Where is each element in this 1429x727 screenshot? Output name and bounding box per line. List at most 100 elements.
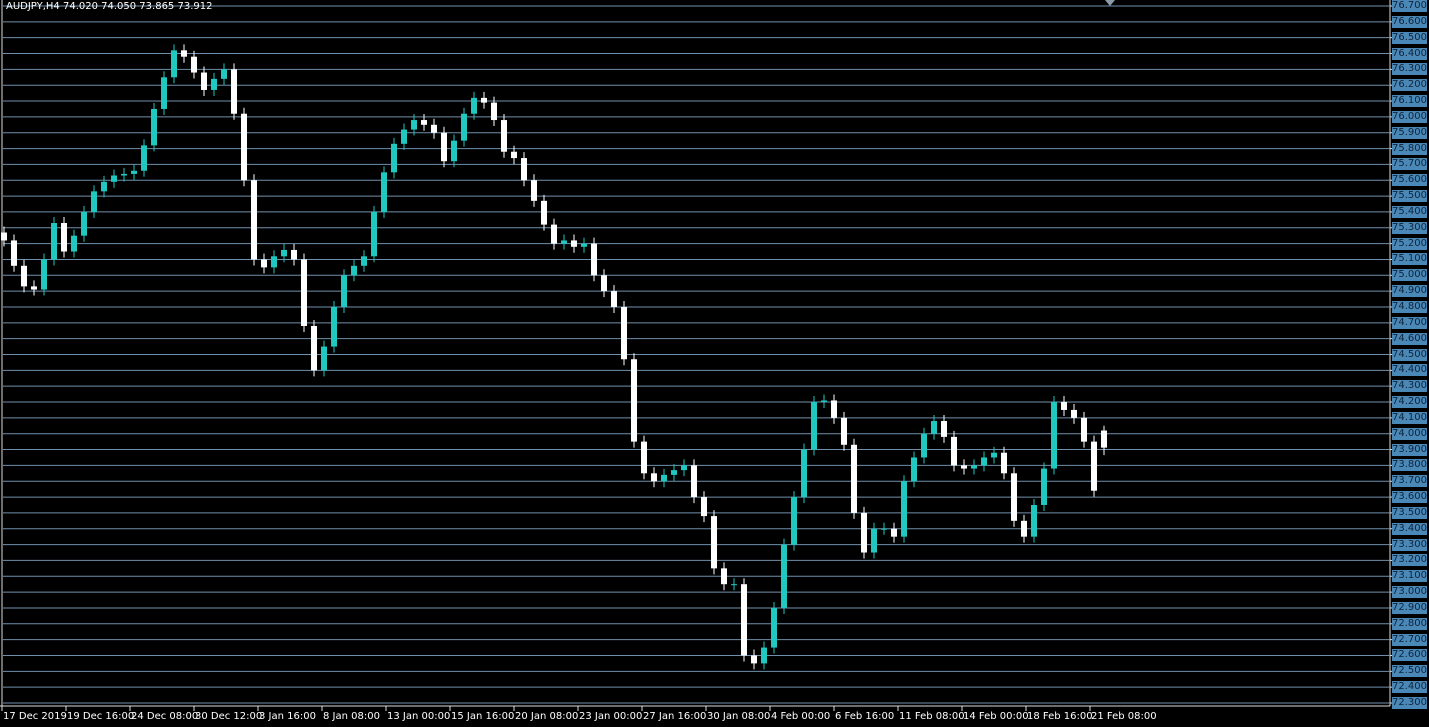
candle-bear bbox=[431, 124, 437, 133]
time-label: 11 Feb 08:00 bbox=[899, 711, 965, 722]
candle-bear bbox=[31, 286, 37, 290]
candle-bull bbox=[971, 465, 977, 469]
candle-bull bbox=[821, 400, 827, 403]
price-label: 74.500 bbox=[1392, 348, 1427, 361]
candle-bear bbox=[511, 151, 517, 159]
candle-bull bbox=[791, 497, 797, 545]
candle-bull bbox=[411, 120, 417, 130]
price-label: 73.800 bbox=[1392, 459, 1427, 472]
price-label: 73.000 bbox=[1392, 586, 1427, 599]
price-label: 72.300 bbox=[1392, 697, 1427, 709]
candle-bear bbox=[961, 465, 967, 469]
candle-bear bbox=[851, 444, 857, 513]
price-label: 75.300 bbox=[1392, 221, 1427, 234]
candle-bull bbox=[461, 113, 467, 141]
candle-bull bbox=[101, 181, 107, 192]
price-label: 76.600 bbox=[1392, 15, 1427, 28]
candle-bear bbox=[831, 400, 837, 418]
candle-bear bbox=[571, 240, 577, 247]
candle-bear bbox=[541, 200, 547, 225]
candle-bull bbox=[81, 211, 87, 236]
time-label: 13 Jan 00:00 bbox=[387, 711, 451, 722]
candle-bear bbox=[251, 180, 257, 260]
price-label: 72.700 bbox=[1392, 633, 1427, 646]
candle-bear bbox=[741, 584, 747, 656]
time-label: 30 Dec 12:00 bbox=[195, 711, 263, 722]
price-label: 73.300 bbox=[1392, 538, 1427, 551]
price-label: 73.700 bbox=[1392, 475, 1427, 488]
candle-bull bbox=[1051, 402, 1057, 469]
candle-bear bbox=[231, 69, 237, 114]
candle-bull bbox=[661, 474, 667, 482]
price-label: 74.900 bbox=[1392, 285, 1427, 298]
candle-bull bbox=[131, 170, 137, 174]
candle-bull bbox=[771, 607, 777, 648]
candle-bull bbox=[781, 544, 787, 608]
price-label: 72.800 bbox=[1392, 617, 1427, 630]
candle-bear bbox=[591, 243, 597, 276]
price-label: 74.200 bbox=[1392, 396, 1427, 409]
candle-bear bbox=[621, 306, 627, 360]
candle-bull bbox=[1041, 468, 1047, 505]
candle-bull bbox=[581, 243, 587, 247]
candle-bull bbox=[681, 465, 687, 471]
candle-bull bbox=[401, 129, 407, 144]
time-label: 19 Dec 16:00 bbox=[67, 711, 135, 722]
candle-bull bbox=[1031, 504, 1037, 537]
price-label: 76.500 bbox=[1392, 31, 1427, 44]
candle-bull bbox=[391, 143, 397, 173]
candle-bull bbox=[731, 584, 737, 586]
price-label: 73.200 bbox=[1392, 554, 1427, 567]
price-label: 72.500 bbox=[1392, 665, 1427, 678]
time-label: 15 Jan 16:00 bbox=[451, 711, 515, 722]
candle-bear bbox=[861, 512, 867, 553]
candle-bear bbox=[721, 568, 727, 585]
candle-bear bbox=[61, 223, 67, 252]
price-label: 75.100 bbox=[1392, 253, 1427, 266]
candle-bear bbox=[1061, 402, 1067, 410]
candle-bear bbox=[261, 259, 267, 268]
price-label: 75.700 bbox=[1392, 158, 1427, 171]
candle-bull bbox=[911, 457, 917, 482]
candle-bull bbox=[381, 172, 387, 212]
candle-bear bbox=[611, 291, 617, 307]
candle-bear bbox=[241, 113, 247, 181]
candle-bull bbox=[371, 211, 377, 257]
time-label: 27 Jan 16:00 bbox=[643, 711, 707, 722]
price-label: 73.600 bbox=[1392, 491, 1427, 504]
candle-bull bbox=[171, 50, 177, 78]
candle-bull bbox=[141, 145, 147, 171]
candle-bull bbox=[111, 175, 117, 182]
price-label: 75.800 bbox=[1392, 142, 1427, 155]
candle-bear bbox=[11, 240, 17, 266]
price-label: 75.900 bbox=[1392, 126, 1427, 139]
candle-bear bbox=[521, 158, 527, 181]
candle-bull bbox=[981, 457, 987, 466]
candle-bull bbox=[211, 78, 217, 90]
time-label: 8 Jan 08:00 bbox=[323, 711, 380, 722]
candle-bull bbox=[221, 69, 227, 79]
candle-bear bbox=[491, 102, 497, 121]
price-label: 72.400 bbox=[1392, 681, 1427, 694]
candle-bear bbox=[1, 232, 7, 241]
candle-bull bbox=[931, 421, 937, 434]
candle-bull bbox=[51, 223, 57, 260]
candle-bull bbox=[41, 259, 47, 290]
price-label: 73.400 bbox=[1392, 522, 1427, 535]
candle-bull bbox=[991, 452, 997, 458]
candle-bear bbox=[1021, 520, 1027, 537]
price-label: 74.800 bbox=[1392, 300, 1427, 313]
candle-bear bbox=[1071, 409, 1077, 418]
price-label: 76.300 bbox=[1392, 63, 1427, 76]
candle-bear bbox=[651, 473, 657, 482]
candle-bull bbox=[71, 235, 77, 252]
candle-bull bbox=[341, 275, 347, 307]
price-label: 75.600 bbox=[1392, 174, 1427, 187]
candle-bull bbox=[801, 449, 807, 498]
candle-bear bbox=[841, 417, 847, 445]
candle-bear bbox=[751, 655, 757, 664]
time-label: 17 Dec 2019 bbox=[3, 711, 67, 722]
price-label: 74.400 bbox=[1392, 364, 1427, 377]
time-label: 4 Feb 00:00 bbox=[771, 711, 831, 722]
